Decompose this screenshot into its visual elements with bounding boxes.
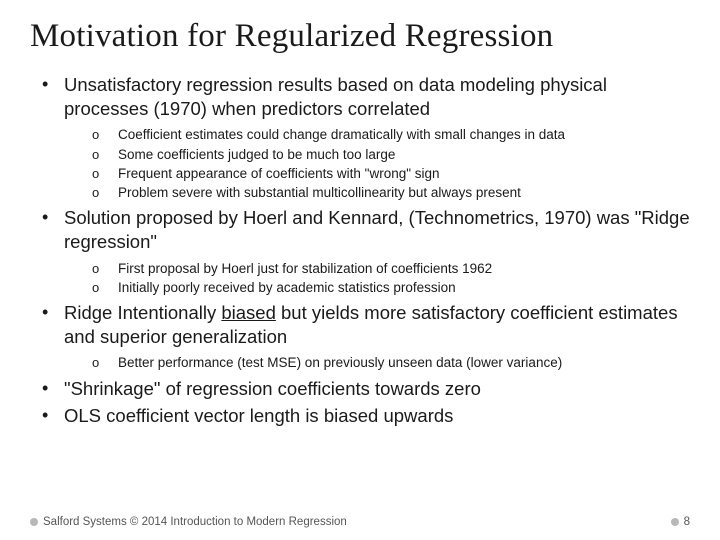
list-item: Unsatisfactory regression results based … xyxy=(38,73,690,202)
footer-text: Salford Systems © 2014 Introduction to M… xyxy=(43,516,347,528)
list-item: OLS coefficient vector length is biased … xyxy=(38,404,690,428)
footer-bullet-icon xyxy=(30,518,38,526)
sub-bullet-text: Frequent appearance of coefficients with… xyxy=(118,166,440,181)
bullet-list-lvl2: Coefficient estimates could change drama… xyxy=(64,126,690,202)
sub-bullet-text: Problem severe with substantial multicol… xyxy=(118,185,521,200)
bullet-text: "Shrinkage" of regression coefficients t… xyxy=(64,378,481,399)
page-number: 8 xyxy=(684,516,690,528)
sub-bullet-text: Initially poorly received by academic st… xyxy=(118,280,456,295)
bullet-text: OLS coefficient vector length is biased … xyxy=(64,405,453,426)
list-item: First proposal by Hoerl just for stabili… xyxy=(92,260,690,278)
list-item: Ridge Intentionally biased but yields mo… xyxy=(38,301,690,373)
bullet-text: Unsatisfactory regression results based … xyxy=(64,74,607,119)
list-item: Better performance (test MSE) on previou… xyxy=(92,354,690,372)
sub-bullet-text: First proposal by Hoerl just for stabili… xyxy=(118,261,492,276)
bullet-list-lvl1: Unsatisfactory regression results based … xyxy=(38,73,690,428)
list-item: Coefficient estimates could change drama… xyxy=(92,126,690,144)
footer-left: Salford Systems © 2014 Introduction to M… xyxy=(30,516,347,528)
bullet-list-lvl2: First proposal by Hoerl just for stabili… xyxy=(64,260,690,297)
sub-bullet-text: Coefficient estimates could change drama… xyxy=(118,127,565,142)
slide-container: Motivation for Regularized Regression Un… xyxy=(0,0,720,540)
sub-bullet-text: Better performance (test MSE) on previou… xyxy=(118,355,562,370)
sub-bullet-text: Some coefficients judged to be much too … xyxy=(118,147,395,162)
bullet-text: Ridge Intentionally biased but yields mo… xyxy=(64,302,678,347)
bullet-list-lvl2: Better performance (test MSE) on previou… xyxy=(64,354,690,372)
footer-right: 8 xyxy=(671,516,690,528)
list-item: Frequent appearance of coefficients with… xyxy=(92,165,690,183)
list-item: Problem severe with substantial multicol… xyxy=(92,184,690,202)
list-item: "Shrinkage" of regression coefficients t… xyxy=(38,377,690,401)
bullet-text: Solution proposed by Hoerl and Kennard, … xyxy=(64,207,690,252)
slide-title: Motivation for Regularized Regression xyxy=(30,18,690,55)
list-item: Solution proposed by Hoerl and Kennard, … xyxy=(38,206,690,297)
footer-bullet-icon xyxy=(671,518,679,526)
list-item: Some coefficients judged to be much too … xyxy=(92,146,690,164)
slide-body: Unsatisfactory regression results based … xyxy=(30,73,690,428)
list-item: Initially poorly received by academic st… xyxy=(92,279,690,297)
slide-footer: Salford Systems © 2014 Introduction to M… xyxy=(30,516,690,528)
